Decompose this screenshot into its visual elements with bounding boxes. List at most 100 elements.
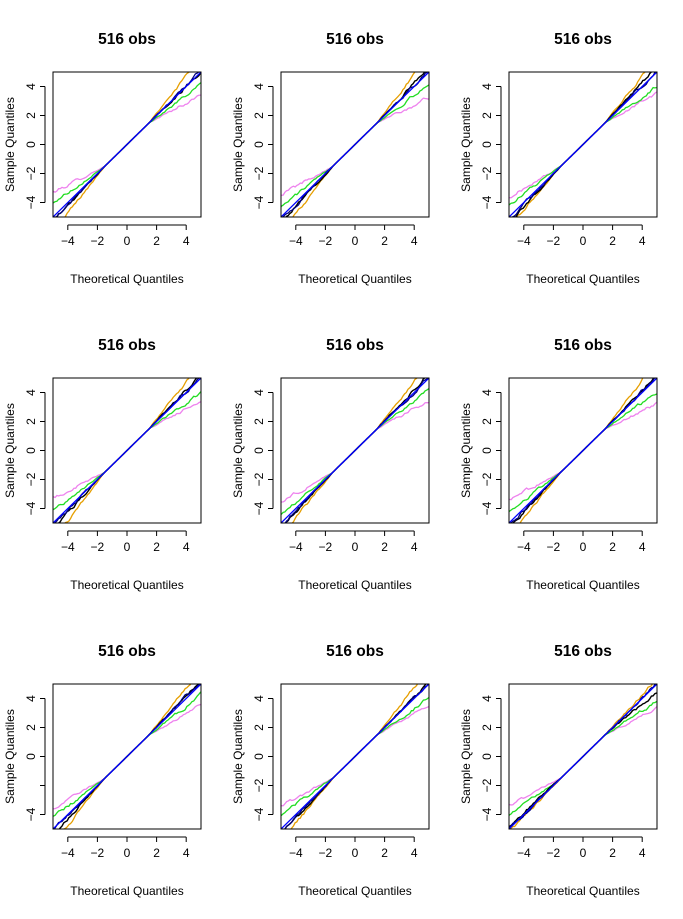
y-tick-label: 2 (252, 112, 266, 119)
panel-title: 516 obs (98, 643, 156, 660)
x-tick-label: −2 (547, 846, 561, 860)
panel-title: 516 obs (98, 337, 156, 354)
green-series-line (281, 83, 429, 209)
y-tick-label: 4 (480, 389, 494, 396)
x-axis-label: Theoretical Quantiles (70, 578, 183, 592)
reference-line (53, 378, 201, 523)
black-series-line (512, 378, 655, 523)
x-tick-label: −4 (289, 234, 303, 248)
y-tick-label: −2 (252, 472, 266, 486)
x-axis-label: Theoretical Quantiles (70, 884, 183, 898)
green-series-line (53, 691, 201, 817)
x-tick-label: −4 (517, 540, 531, 554)
y-tick-label: 0 (24, 753, 38, 760)
x-tick-label: −2 (547, 234, 561, 248)
x-tick-label: 0 (580, 234, 587, 248)
y-tick-label: −4 (480, 195, 494, 209)
x-axis-label: Theoretical Quantiles (298, 272, 411, 286)
reference-line (281, 72, 429, 217)
y-tick-label: 0 (480, 447, 494, 454)
x-tick-label: −4 (61, 540, 75, 554)
y-axis-label: Sample Quantiles (3, 97, 17, 192)
y-tick-label: −4 (24, 195, 38, 209)
plot-frame (508, 71, 658, 218)
x-tick-label: 2 (381, 846, 388, 860)
orange-series-line (519, 378, 644, 523)
x-tick-label: 2 (609, 540, 616, 554)
x-tick-label: 4 (411, 234, 418, 248)
y-tick-label: −2 (252, 166, 266, 180)
violet-series-line (53, 400, 201, 499)
x-tick-label: 0 (580, 540, 587, 554)
x-tick-label: −4 (289, 540, 303, 554)
x-tick-label: −2 (547, 540, 561, 554)
x-tick-label: 4 (639, 234, 646, 248)
x-axis-label: Theoretical Quantiles (298, 578, 411, 592)
green-series-line (281, 387, 429, 515)
y-tick-label: −4 (24, 807, 38, 821)
y-axis-label: Sample Quantiles (231, 97, 245, 192)
panel-title: 516 obs (98, 31, 156, 48)
y-tick-label: −2 (24, 166, 38, 180)
x-axis-label: Theoretical Quantiles (298, 884, 411, 898)
plot-frame (52, 377, 202, 524)
qq-panel: 516 obs −4 −2 0 2 4 −4 −2 0 2 4 Theoretical Quantil… (231, 337, 430, 592)
panel-title: 516 obs (326, 31, 384, 48)
qq-panel: 516 obs −4 −2 0 2 4 −4 −2 0 2 4 Theoretical Quantil… (231, 643, 430, 898)
plot-frame (280, 683, 430, 830)
x-tick-label: 4 (639, 540, 646, 554)
panel-title: 516 obs (554, 337, 612, 354)
y-tick-label: −4 (24, 501, 38, 515)
x-tick-label: 2 (153, 234, 160, 248)
x-tick-label: −2 (319, 234, 333, 248)
reference-line (53, 684, 201, 829)
y-tick-label: 4 (480, 695, 494, 702)
reference-line (281, 378, 429, 523)
qq-panel: 516 obs −4 −2 0 2 4 −4 −2 0 2 4 Theoretical Quantil… (459, 643, 658, 898)
x-axis-label: Theoretical Quantiles (526, 578, 639, 592)
y-tick-label: 0 (24, 141, 38, 148)
plot-frame (280, 377, 430, 524)
y-tick-label: −2 (480, 472, 494, 486)
x-tick-label: −2 (91, 846, 105, 860)
x-tick-label: −4 (61, 234, 75, 248)
y-tick-label: 4 (24, 389, 38, 396)
y-tick-label: 4 (252, 695, 266, 702)
y-tick-label: −4 (252, 807, 266, 821)
panel-title: 516 obs (554, 643, 612, 660)
x-tick-label: 0 (352, 540, 359, 554)
plot-frame (280, 71, 430, 218)
y-axis-label: Sample Quantiles (459, 403, 473, 498)
y-axis-label: Sample Quantiles (3, 403, 17, 498)
reference-line (509, 684, 657, 829)
plot-frame (508, 377, 658, 524)
x-tick-label: 2 (381, 234, 388, 248)
y-tick-label: 4 (252, 83, 266, 90)
x-tick-label: 4 (183, 540, 190, 554)
plot-frame (52, 71, 202, 218)
y-tick-label: 0 (480, 141, 494, 148)
y-tick-label: 2 (24, 724, 38, 731)
x-tick-label: −4 (517, 846, 531, 860)
y-tick-label: −4 (480, 501, 494, 515)
x-tick-label: 2 (153, 540, 160, 554)
panel-title: 516 obs (554, 31, 612, 48)
green-series-line (53, 81, 201, 204)
y-tick-label: 0 (252, 753, 266, 760)
x-tick-label: 2 (381, 540, 388, 554)
y-tick-label: 2 (252, 418, 266, 425)
x-tick-label: 0 (124, 540, 131, 554)
y-tick-label: −4 (252, 501, 266, 515)
y-axis-label: Sample Quantiles (3, 709, 17, 804)
x-tick-label: 2 (609, 234, 616, 248)
y-tick-label: 2 (480, 418, 494, 425)
y-tick-label: 4 (24, 695, 38, 702)
x-tick-label: 4 (411, 846, 418, 860)
y-tick-label: 4 (480, 83, 494, 90)
y-tick-label: −4 (480, 807, 494, 821)
plot-frame (508, 683, 658, 830)
x-tick-label: 0 (352, 234, 359, 248)
y-tick-label: 0 (480, 753, 494, 760)
y-tick-label: 2 (252, 724, 266, 731)
